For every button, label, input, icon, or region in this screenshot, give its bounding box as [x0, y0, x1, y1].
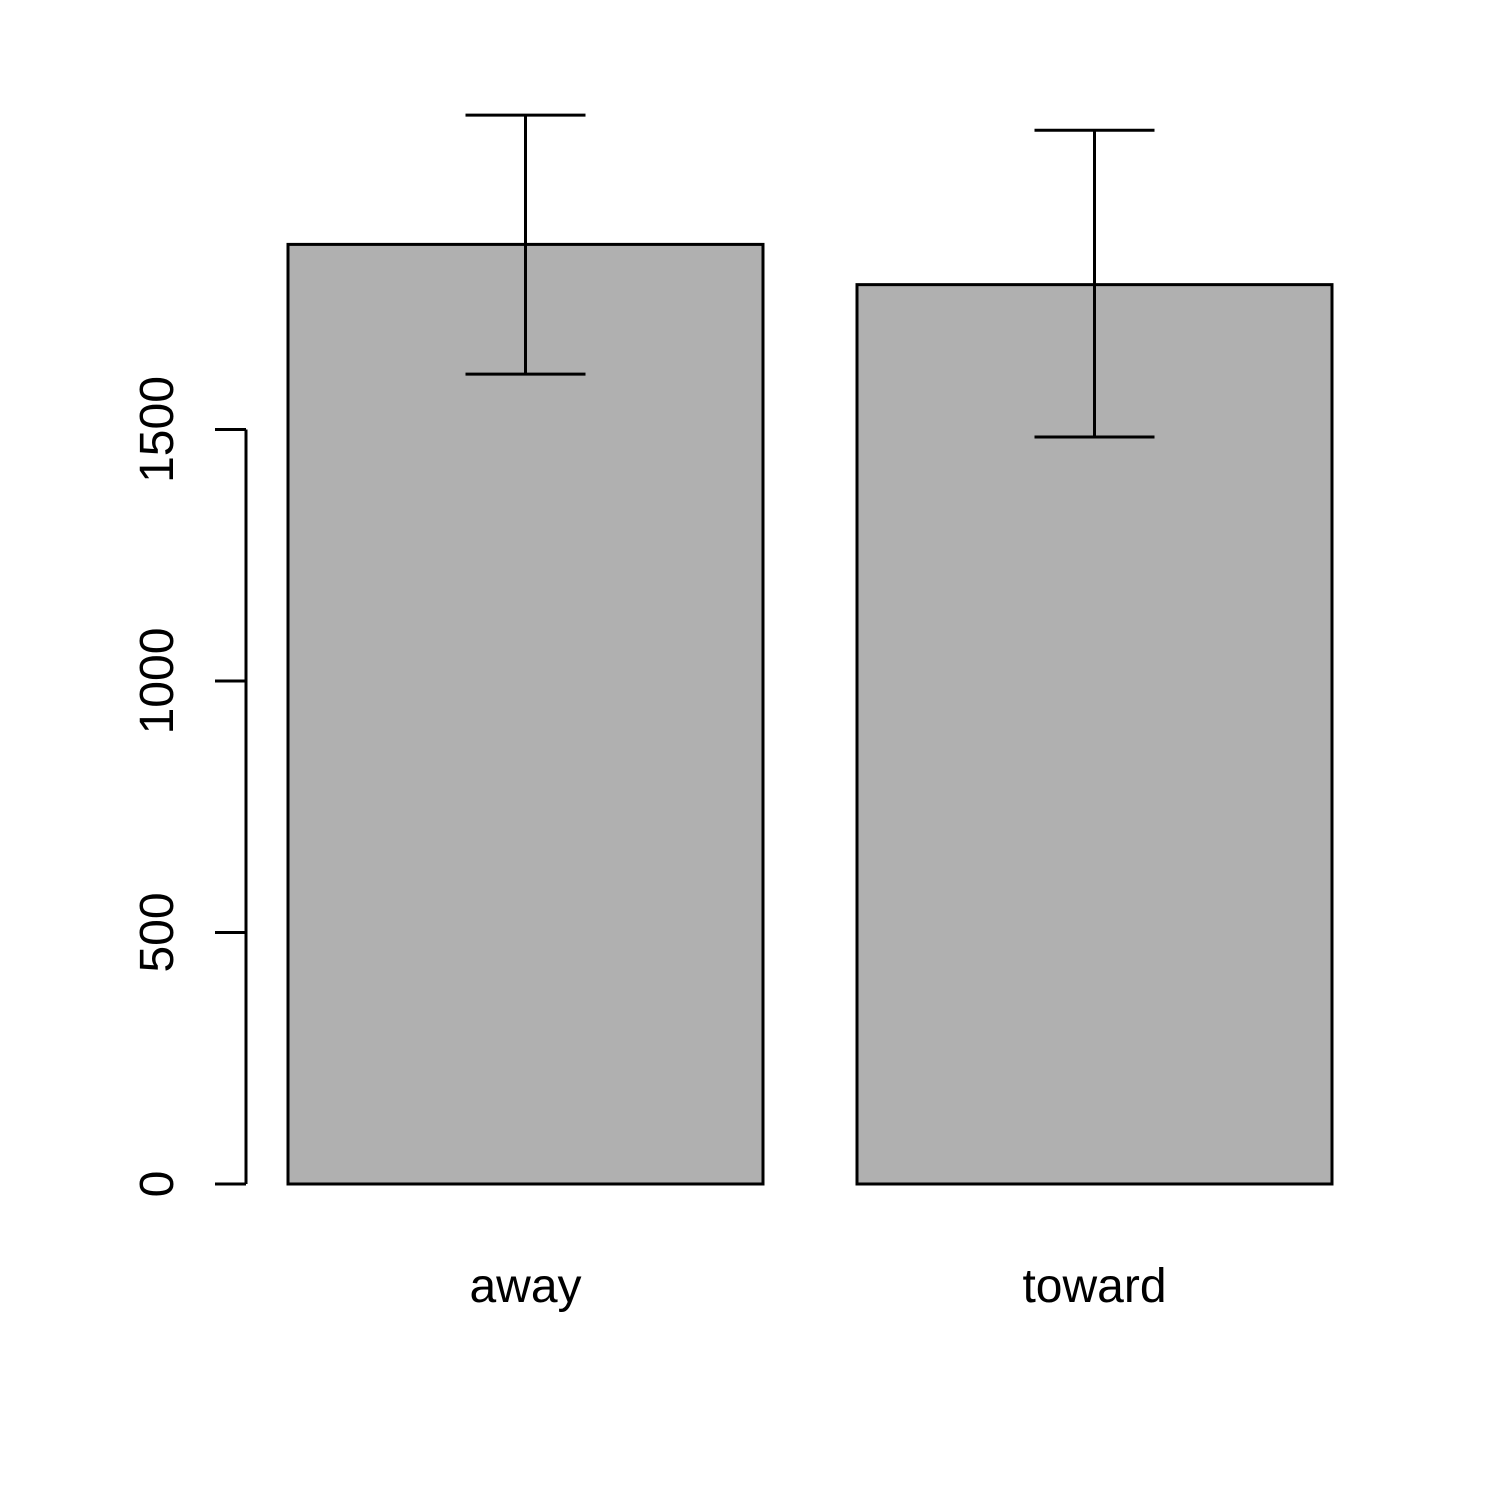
x-axis-labels: away toward [469, 1260, 1166, 1313]
y-axis: 0 500 1000 1500 [131, 376, 248, 1197]
bar-away [286, 242, 765, 1186]
x-label-away: away [469, 1260, 581, 1313]
x-label-toward: toward [1022, 1260, 1166, 1313]
y-tick-label-1000: 1000 [131, 628, 184, 735]
y-tick-label-0: 0 [131, 1171, 184, 1198]
y-ticks: 0 500 1000 1500 [131, 376, 246, 1197]
y-tick-label-500: 500 [131, 892, 184, 972]
y-tick-label-1500: 1500 [131, 376, 184, 483]
error-bars-layer [465, 113, 1155, 439]
